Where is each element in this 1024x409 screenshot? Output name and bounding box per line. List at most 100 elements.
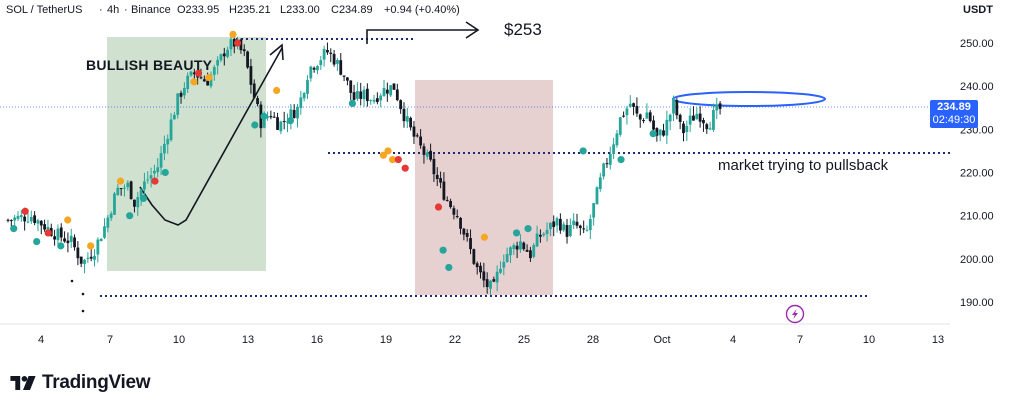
candle-body (365, 88, 369, 101)
candle-body (429, 150, 432, 160)
tradingview-brand[interactable]: TradingView (10, 368, 151, 398)
candle-body (219, 54, 223, 61)
candle-body (276, 117, 279, 130)
currency-label[interactable]: USDT (963, 4, 993, 16)
candle-body (712, 109, 715, 130)
candle-body (176, 93, 180, 115)
signal-marker (87, 242, 95, 250)
candle-body (63, 238, 66, 242)
signal-marker (57, 242, 65, 250)
candle-body (642, 120, 645, 122)
candle-body (146, 179, 150, 181)
candle-body (419, 136, 423, 146)
candle-body (375, 98, 379, 102)
signal-marker (126, 212, 134, 220)
candle-body (302, 93, 306, 99)
candle-body (662, 130, 665, 136)
candle-body (109, 213, 113, 219)
candle-body (329, 52, 333, 54)
signal-marker (348, 99, 356, 108)
candle-body (439, 178, 442, 183)
candle-body (179, 92, 183, 97)
x-tick-label: 4 (730, 334, 736, 346)
x-tick-label: 13 (932, 334, 944, 346)
symbol-label[interactable]: SOL / TetherUS (6, 4, 83, 16)
candle-body (442, 181, 446, 200)
candle-body (588, 219, 592, 231)
signal-marker (480, 233, 489, 241)
candle-body (425, 152, 429, 157)
x-tick-label: 10 (863, 334, 875, 346)
candle-body (369, 100, 373, 102)
candle-body (83, 259, 86, 264)
signal-marker (524, 225, 532, 233)
signal-marker (384, 147, 392, 155)
signal-marker (286, 117, 295, 125)
y-tick-label: 240.00 (960, 81, 994, 93)
current-price-badge: 234.89 02:49:30 (930, 100, 978, 128)
candle-body (349, 80, 353, 93)
bear-zone (415, 80, 553, 295)
candle-body (139, 189, 143, 198)
candle-body (705, 124, 709, 130)
candle-body (43, 224, 47, 230)
candle-body (389, 85, 393, 96)
candle-body (492, 279, 496, 282)
candle-body (562, 224, 566, 231)
candle-body (522, 242, 526, 250)
candle-body (648, 112, 652, 122)
candle-body (169, 119, 173, 141)
candle-body (682, 123, 685, 134)
open-value: O233.95 (177, 4, 220, 16)
candle-body (306, 79, 309, 94)
signal-marker (229, 30, 237, 38)
candle-body (515, 245, 519, 250)
x-axis: 4 7 10 13 16 19 22 25 28 Oct 4 7 10 13 (38, 334, 944, 346)
candle-body (392, 83, 396, 90)
candle-body (355, 91, 359, 99)
candle-body (652, 120, 655, 130)
candle-body (9, 220, 13, 222)
x-tick-label: 25 (518, 334, 530, 346)
scatter-dot (70, 279, 74, 283)
candle-body (256, 98, 259, 105)
candle-body (36, 220, 40, 224)
candle-body (129, 181, 133, 200)
interval-label[interactable]: 4h (107, 4, 120, 16)
candle-body (159, 153, 163, 168)
candle-body (123, 187, 126, 189)
candle-body (462, 228, 466, 235)
candle-body (615, 133, 619, 146)
candle-body (226, 49, 230, 57)
bull-trend-arrowhead (269, 43, 284, 61)
candle-body (595, 187, 599, 205)
candle-body (299, 97, 303, 108)
candle-body (372, 99, 376, 102)
candle-body (342, 75, 346, 77)
candle-body (189, 71, 193, 76)
candle-body (379, 95, 383, 101)
signal-marker (190, 78, 198, 86)
x-tick-label: 4 (38, 334, 44, 346)
candle-body (39, 220, 43, 226)
candle-body (402, 108, 406, 122)
candle-body (222, 53, 226, 57)
high-value: H235.21 (229, 4, 271, 16)
candle-body (316, 66, 319, 71)
candle-body (79, 256, 83, 264)
candle-body (409, 117, 413, 128)
candle-body (216, 59, 220, 66)
candle-body (489, 280, 492, 289)
candle-body (66, 240, 70, 244)
candle-body (359, 91, 363, 99)
candle-body (502, 262, 506, 268)
candle-body (545, 229, 549, 235)
candle-body (199, 77, 203, 79)
candle-body (519, 241, 522, 250)
candle-body (182, 87, 186, 96)
candle-body (106, 217, 110, 228)
pullback-label: market trying to pullsback (718, 157, 889, 174)
candle-body (33, 215, 37, 223)
candle-body (565, 225, 569, 237)
